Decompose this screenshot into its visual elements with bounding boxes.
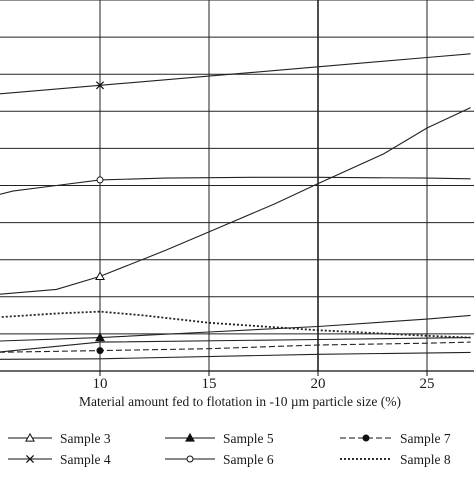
series-line-sample-8 [0, 310, 471, 339]
legend-label: Sample 7 [400, 431, 451, 446]
series-line-unlabeled-7 [0, 337, 471, 353]
legend-label: Sample 5 [223, 431, 274, 446]
legend-marker [25, 454, 35, 464]
grid [0, 0, 474, 376]
legend-marker [185, 432, 195, 442]
legend-item-sample-7: Sample 7 [340, 431, 451, 446]
x-tick-labels: 10 15 20 25 [93, 376, 435, 392]
series-line-unlabeled-6 [0, 351, 471, 360]
legend-label: Sample 8 [400, 452, 451, 467]
data-point-sample-7 [96, 347, 104, 355]
legend-item-sample-6: Sample 6 [165, 452, 274, 467]
series-line-sample-3 [0, 107, 471, 295]
series-line-sample-6 [0, 176, 471, 195]
data-point-sample-3 [95, 271, 105, 280]
legend-marker [25, 432, 35, 442]
x-tick-label: 15 [202, 376, 217, 392]
series-line-sample-4 [0, 53, 471, 95]
series-lines [0, 53, 471, 360]
legend-item-sample-8: Sample 8 [340, 452, 451, 467]
legend-item-sample-5: Sample 5 [165, 431, 274, 446]
x-marker-stroke [25, 454, 35, 464]
data-point-sample-5 [95, 332, 105, 342]
series-line-sample-7 [0, 341, 471, 353]
x-tick-label: 10 [93, 376, 108, 392]
series-markers [95, 81, 105, 355]
data-point-sample-6 [96, 176, 104, 184]
legend-marker [186, 455, 194, 463]
legend-item-sample-3: Sample 3 [8, 431, 111, 446]
legend-marker [362, 434, 370, 442]
series-line-sample-5 [0, 314, 471, 342]
legend-item-sample-4: Sample 4 [8, 452, 111, 467]
legend-label: Sample 4 [60, 452, 111, 467]
x-marker-stroke [95, 81, 105, 90]
legend: Sample 3 Sample 4 Sample 5 Sample 6 Sample 7… [8, 431, 451, 467]
legend-label: Sample 3 [60, 431, 111, 446]
legend-label: Sample 6 [223, 452, 274, 467]
data-point-sample-4 [95, 81, 105, 90]
x-axis-title: Material amount fed to flotation in -10 … [79, 394, 401, 409]
x-tick-label: 25 [420, 376, 435, 392]
x-tick-label: 20 [311, 376, 326, 392]
